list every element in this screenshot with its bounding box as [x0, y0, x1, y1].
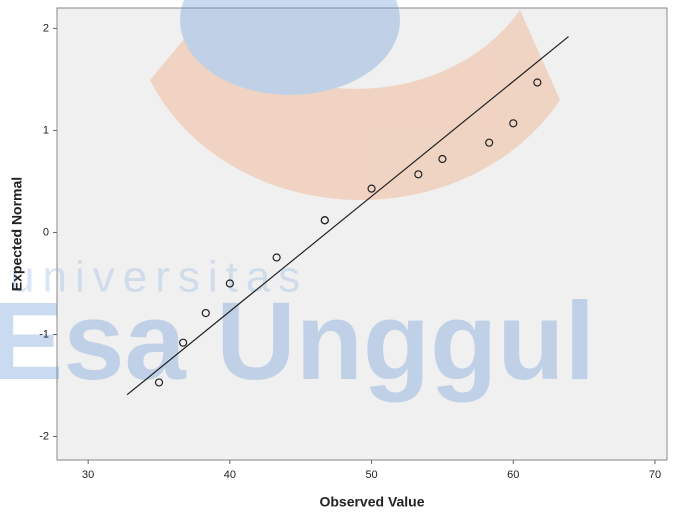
watermark-arc [150, 10, 560, 201]
x-tick-label: 60 [507, 469, 519, 481]
data-point [225, 279, 234, 288]
y-tick-label: -1 [39, 328, 49, 340]
y-tick-label: 1 [43, 124, 49, 136]
x-tick-label: 70 [649, 469, 661, 481]
x-tick-label: 50 [365, 469, 377, 481]
data-point [367, 184, 376, 193]
y-tick-label: -2 [39, 430, 49, 442]
data-point [485, 138, 494, 147]
data-point [438, 154, 447, 164]
data-point [533, 78, 542, 87]
data-point [509, 119, 518, 128]
y-tick-label: 2 [43, 22, 49, 34]
plot-area [56, 7, 668, 461]
watermark-circle [180, 0, 400, 95]
data-point [414, 170, 423, 179]
watermark-text: Esa Unggul [0, 280, 595, 403]
y-tick-label: 0 [43, 226, 49, 238]
data-point [154, 378, 164, 387]
y-axis-title: Expected Normal [9, 177, 25, 291]
data-point [201, 308, 210, 318]
data-point [272, 253, 281, 262]
x-axis-title: Observed Value [319, 494, 424, 510]
reference-line [126, 36, 569, 396]
watermark: universitas Esa Unggul [0, 0, 595, 403]
x-tick-label: 40 [224, 469, 236, 481]
data-point [320, 216, 329, 225]
data-point [179, 338, 188, 347]
x-tick-label: 30 [82, 469, 94, 481]
